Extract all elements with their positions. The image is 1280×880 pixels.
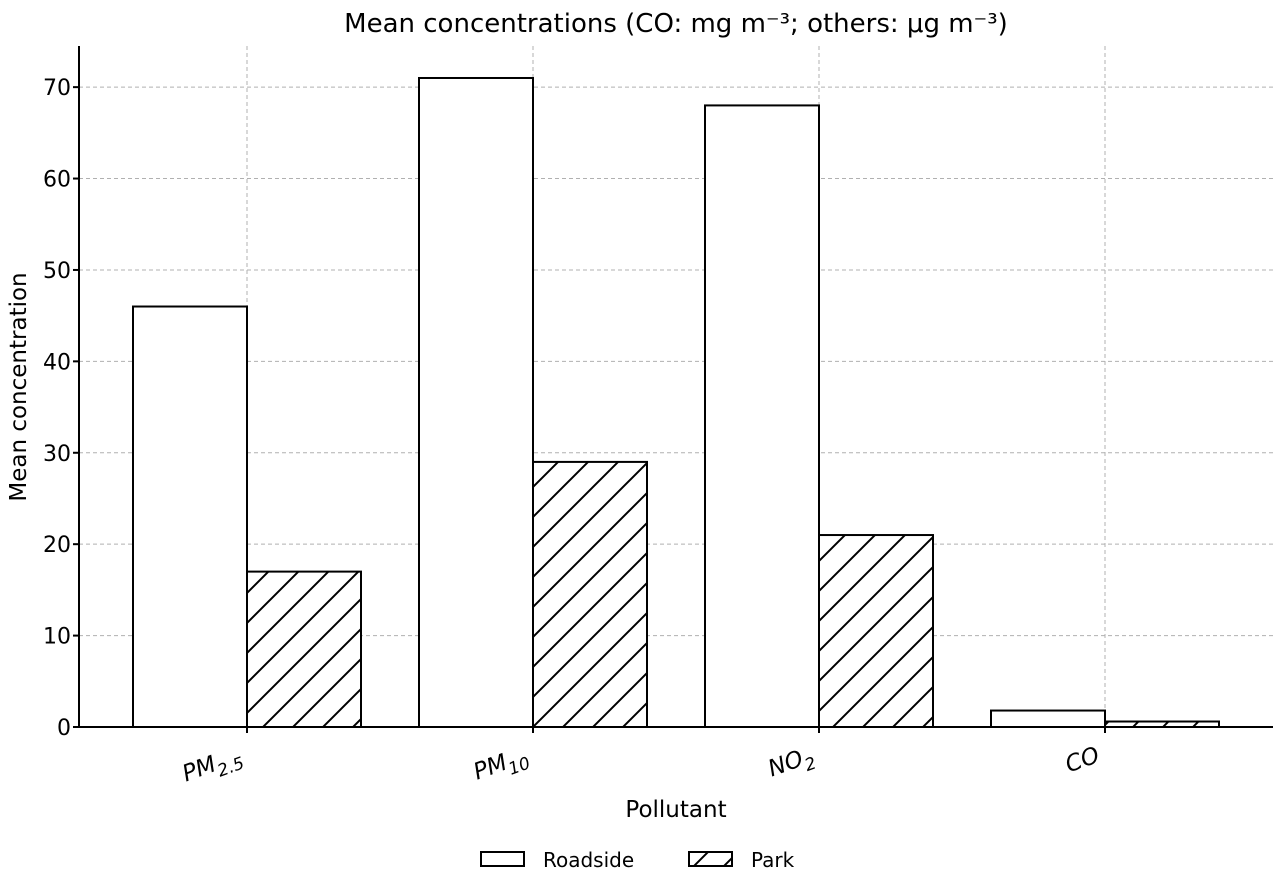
x-tick-label: PM2.5 — [179, 742, 247, 793]
x-axis-label: Pollutant — [625, 797, 726, 823]
legend-label-roadside: Roadside — [543, 848, 634, 872]
y-axis-label: Mean concentration — [6, 272, 32, 501]
bars — [132, 76, 1220, 729]
y-tick-label: 60 — [43, 168, 71, 193]
x-tick-label: NO2 — [765, 742, 819, 788]
y-tick-label: 20 — [43, 533, 71, 558]
y-tick-label: 0 — [57, 716, 71, 741]
y-tick-label: 50 — [43, 259, 71, 284]
bar-roadside-co — [990, 709, 1106, 729]
bar-park-no2 — [818, 534, 934, 729]
bar-park-pm10 — [532, 460, 648, 728]
x-tick-label: CO — [1062, 742, 1103, 778]
legend-swatch-roadside — [480, 851, 525, 867]
bar-roadside-pm25 — [132, 305, 248, 728]
axes — [78, 46, 1273, 728]
x-tick-labels: PM2.5 PM10 NO2 CO — [179, 727, 1106, 793]
bar-roadside-pm10 — [418, 76, 534, 728]
legend-swatch-park — [688, 851, 733, 867]
x-tick-label: PM10 — [470, 742, 533, 791]
legend: Roadside Park — [480, 848, 795, 872]
y-tick-label: 70 — [43, 76, 71, 101]
legend-label-park: Park — [751, 848, 795, 872]
y-tick-labels: 0 10 20 30 40 50 60 70 — [43, 76, 79, 741]
y-tick-label: 40 — [43, 350, 71, 375]
y-tick-label: 30 — [43, 442, 71, 467]
chart-title: Mean concentrations (CO: mg m⁻³; others:… — [344, 9, 1008, 39]
bar-roadside-no2 — [704, 104, 820, 728]
y-tick-label: 10 — [43, 625, 71, 650]
bar-park-pm25 — [246, 570, 362, 728]
